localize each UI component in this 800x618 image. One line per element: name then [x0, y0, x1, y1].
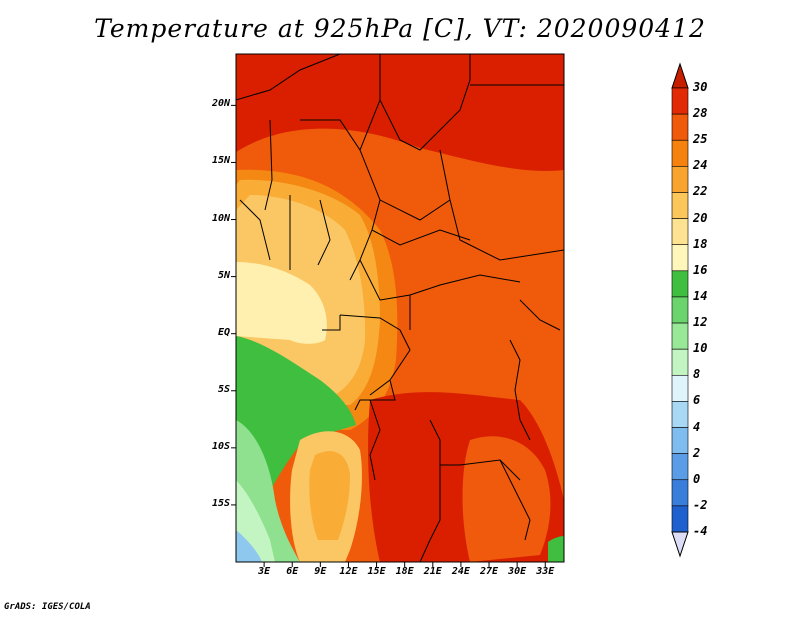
- lat-tick-label: 10N: [211, 212, 230, 224]
- credit-text: GrADS: IGES/COLA: [4, 602, 91, 612]
- colorbar-label: 8: [693, 367, 701, 382]
- lat-tick-label: 10S: [211, 440, 230, 452]
- temperature-field: [236, 54, 564, 562]
- colorbar-label: 28: [693, 106, 708, 121]
- country-borders: [236, 54, 564, 562]
- lon-tick-label: 3E: [258, 566, 271, 577]
- colorbar-label: 14: [693, 288, 708, 303]
- colorbar-label: 4: [693, 419, 701, 434]
- lon-tick-label: 15E: [367, 566, 386, 577]
- colorbar-swatch: [671, 374, 689, 402]
- colorbar-swatch: [671, 479, 689, 507]
- lon-tick-label: 24E: [451, 566, 470, 577]
- colorbar-label: 18: [693, 236, 708, 251]
- axis-ticks: [231, 104, 546, 567]
- lat-tick-label: 15S: [211, 497, 230, 509]
- lat-tick-label: 5N: [217, 269, 230, 281]
- colorbar-top-arrow: [671, 62, 689, 89]
- lat-tick-label: 15N: [211, 155, 230, 167]
- lat-tick-label: 20N: [211, 98, 230, 110]
- lon-tick-label: 21E: [423, 566, 442, 577]
- colorbar-swatch: [671, 453, 689, 481]
- lon-tick-label: 30E: [508, 566, 527, 577]
- lon-tick-label: 6E: [286, 566, 299, 577]
- colorbar-label: -4: [693, 524, 708, 538]
- lat-tick-label: 5S: [217, 383, 230, 395]
- lon-tick-label: 12E: [339, 566, 358, 577]
- colorbar-swatch: [671, 166, 689, 193]
- colorbar-label: 22: [693, 184, 708, 199]
- colorbar-swatch: [671, 348, 689, 376]
- colorbar-label: 0: [693, 471, 701, 486]
- colorbar-swatch: [671, 401, 689, 428]
- colorbar-label: 25: [693, 132, 708, 147]
- lon-tick-label: 33E: [536, 566, 555, 577]
- colorbar-bottom-arrow: [671, 531, 689, 558]
- colorbar: [671, 62, 689, 558]
- colorbar-label: 24: [693, 158, 708, 173]
- colorbar-label: 12: [693, 315, 708, 330]
- colorbar-swatch: [671, 322, 689, 350]
- colorbar-swatch: [671, 270, 689, 298]
- colorbar-swatch: [671, 87, 689, 115]
- colorbar-label: 16: [693, 262, 708, 277]
- colorbar-swatch: [671, 218, 689, 246]
- colorbar-swatch: [671, 427, 689, 454]
- colorbar-swatch: [671, 192, 689, 219]
- colorbar-label: 6: [693, 393, 701, 408]
- colorbar-swatch: [671, 113, 689, 141]
- colorbar-swatch: [671, 139, 689, 167]
- colorbar-label: 10: [693, 341, 708, 356]
- colorbar-swatch: [671, 296, 689, 324]
- colorbar-swatch: [671, 505, 689, 533]
- colorbar-label: -2: [693, 497, 708, 512]
- lon-tick-label: 18E: [395, 566, 414, 577]
- map-frame: [235, 53, 565, 563]
- chart-title: Temperature at 925hPa [C], VT: 202009041…: [94, 14, 706, 43]
- lon-tick-label: 9E: [314, 566, 327, 577]
- colorbar-label: 20: [693, 210, 708, 225]
- lat-tick-label: EQ: [217, 326, 230, 338]
- lon-tick-label: 27E: [479, 566, 499, 577]
- colorbar-label: 30: [693, 80, 708, 94]
- colorbar-swatch: [671, 244, 689, 272]
- colorbar-label: 2: [693, 445, 701, 460]
